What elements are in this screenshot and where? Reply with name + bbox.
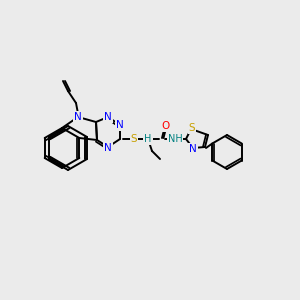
Text: O: O [162,121,170,131]
Text: N: N [104,112,112,122]
Text: H: H [144,134,152,144]
Text: N: N [116,120,124,130]
Text: NH: NH [168,134,182,144]
Text: S: S [189,123,195,133]
Text: S: S [131,134,137,144]
Text: N: N [74,112,82,122]
Text: N: N [189,144,197,154]
Text: N: N [104,143,112,153]
